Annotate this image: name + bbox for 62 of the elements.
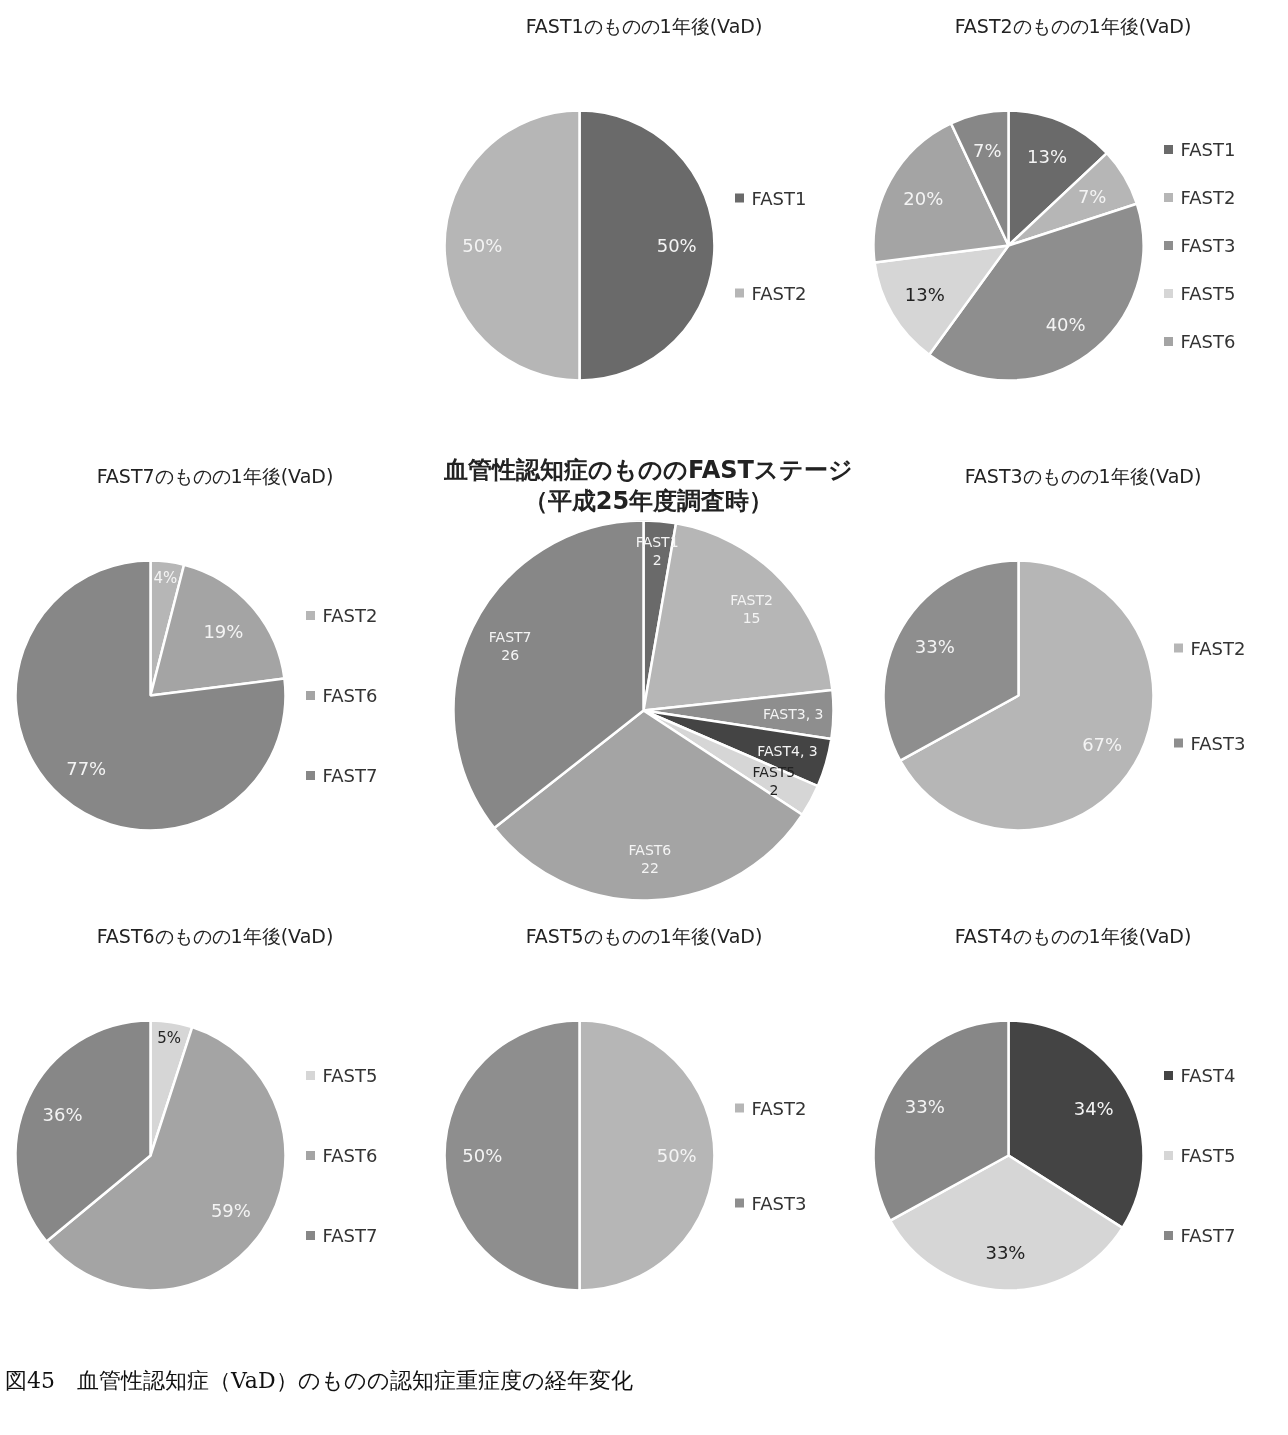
legend-label: FAST3 xyxy=(751,1192,807,1214)
legend-label: FAST3 xyxy=(1180,235,1236,256)
legend-label: FAST6 xyxy=(322,685,378,706)
chart-title: FAST5のものの1年後(VaD) xyxy=(525,924,763,947)
data-label: 7% xyxy=(973,140,1002,162)
legend-label: FAST7 xyxy=(1180,1225,1236,1246)
data-label: 34% xyxy=(1073,1098,1114,1120)
legend-label: FAST2 xyxy=(1190,637,1246,659)
data-label: 50% xyxy=(656,235,697,256)
chart-title: FAST6のものの1年後(VaD) xyxy=(96,924,334,947)
legend-label: FAST2 xyxy=(751,1097,807,1119)
legend-label: FAST4 xyxy=(1180,1065,1236,1086)
caption: 図45 血管性認知症（VaD）のものの認知症重症度の経年変化 xyxy=(5,1367,633,1395)
data-label: 20% xyxy=(903,188,944,210)
data-label: 40% xyxy=(1045,313,1086,335)
chart-title: FAST4のものの1年後(VaD) xyxy=(954,924,1192,947)
chart-title: FAST1のものの1年後(VaD) xyxy=(525,14,763,37)
data-label: 33% xyxy=(904,1095,945,1117)
legend-label: FAST2 xyxy=(322,605,378,626)
data-label: , 3 xyxy=(799,743,818,760)
data-label: 50% xyxy=(462,1145,503,1166)
chart-title: FAST3のものの1年後(VaD) xyxy=(964,464,1202,487)
legend-label: FAST6 xyxy=(1180,331,1236,352)
slice-label: FAST6 xyxy=(628,841,672,858)
data-label: 67% xyxy=(1082,734,1123,756)
chart-title: FAST2のものの1年後(VaD) xyxy=(954,14,1192,37)
chart-title: FAST7のものの1年後(VaD) xyxy=(96,464,334,487)
legend-label: FAST7 xyxy=(322,765,378,786)
data-label: , 3 xyxy=(805,705,824,722)
data-label: 59% xyxy=(210,1199,251,1221)
legend-label: FAST5 xyxy=(1180,283,1236,304)
legend-label: FAST1 xyxy=(751,187,807,209)
legend-label: FAST3 xyxy=(1190,732,1246,754)
legend-label: FAST6 xyxy=(322,1145,378,1166)
data-label: 33% xyxy=(985,1242,1026,1264)
slice-label: FAST4 xyxy=(757,743,801,760)
slice-label: FAST2 xyxy=(730,592,773,609)
legend-label: FAST5 xyxy=(1180,1145,1236,1166)
data-label: 50% xyxy=(462,235,503,256)
data-label: 77% xyxy=(66,757,107,779)
slice-label: FAST7 xyxy=(488,628,532,645)
data-label: 7% xyxy=(1077,185,1107,207)
legend-label: FAST2 xyxy=(1180,187,1236,208)
legend-label: FAST5 xyxy=(322,1065,378,1086)
data-label: 50% xyxy=(656,1145,697,1166)
legend-label: FAST2 xyxy=(751,282,807,304)
chart-title: 血管性認知症のもののFASTステージ（平成25年度調査時） xyxy=(443,455,854,518)
data-label: 2 xyxy=(769,781,779,798)
data-label: 13% xyxy=(1027,145,1068,167)
data-label: 19% xyxy=(203,620,244,642)
legend-label: FAST1 xyxy=(1180,139,1236,160)
data-label: 15 xyxy=(742,610,761,627)
data-label: 36% xyxy=(42,1103,83,1125)
data-label: 22 xyxy=(640,859,659,876)
slice-label: FAST3 xyxy=(762,705,806,722)
data-label: 26 xyxy=(501,646,520,663)
data-label: 2 xyxy=(652,552,662,569)
legend-label: FAST7 xyxy=(322,1225,378,1246)
data-label: 4% xyxy=(153,568,178,587)
data-label: 5% xyxy=(157,1029,181,1048)
data-label: 33% xyxy=(914,635,955,657)
data-label: 13% xyxy=(904,284,945,306)
